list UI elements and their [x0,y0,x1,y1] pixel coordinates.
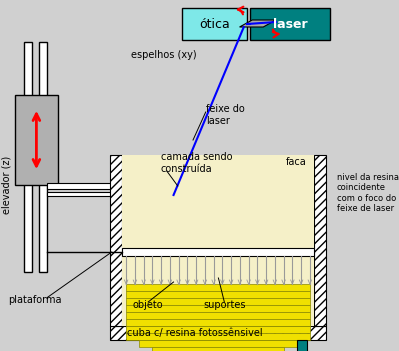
Text: laser: laser [273,18,307,31]
Bar [24,42,32,272]
Bar [139,340,297,347]
Bar [126,333,310,340]
Polygon shape [239,20,276,27]
Text: ótica: ótica [199,18,230,31]
Bar [39,42,47,272]
Text: nivel da resina
coincidente
com o foco do
feixe de laser: nivel da resina coincidente com o foco d… [337,173,399,213]
Bar [314,155,326,326]
Bar [297,340,307,351]
Bar [122,155,314,326]
Text: objeto: objeto [133,300,164,310]
Bar [126,291,310,298]
Text: elevador (z): elevador (z) [2,156,12,214]
Text: camada sendo
construída: camada sendo construída [161,152,232,174]
Bar [47,192,111,196]
Bar [126,284,310,291]
Text: espelhos (xy): espelhos (xy) [131,50,197,60]
Text: plataforma: plataforma [8,295,62,305]
Bar [126,298,310,305]
Bar [122,248,314,256]
Bar [15,95,57,185]
Bar [126,326,310,333]
Bar [110,155,122,326]
Bar [250,8,330,40]
Text: feixe do
laser: feixe do laser [206,104,245,126]
Text: faca: faca [286,157,307,167]
Bar [47,183,111,189]
Bar [126,312,310,319]
Bar [110,326,326,340]
Text: suportes: suportes [203,300,246,310]
Text: cuba c/ resina fotossênsivel: cuba c/ resina fotossênsivel [127,328,263,338]
Bar [182,8,247,40]
Bar [126,305,310,312]
Bar [152,347,284,351]
Bar [126,319,310,326]
